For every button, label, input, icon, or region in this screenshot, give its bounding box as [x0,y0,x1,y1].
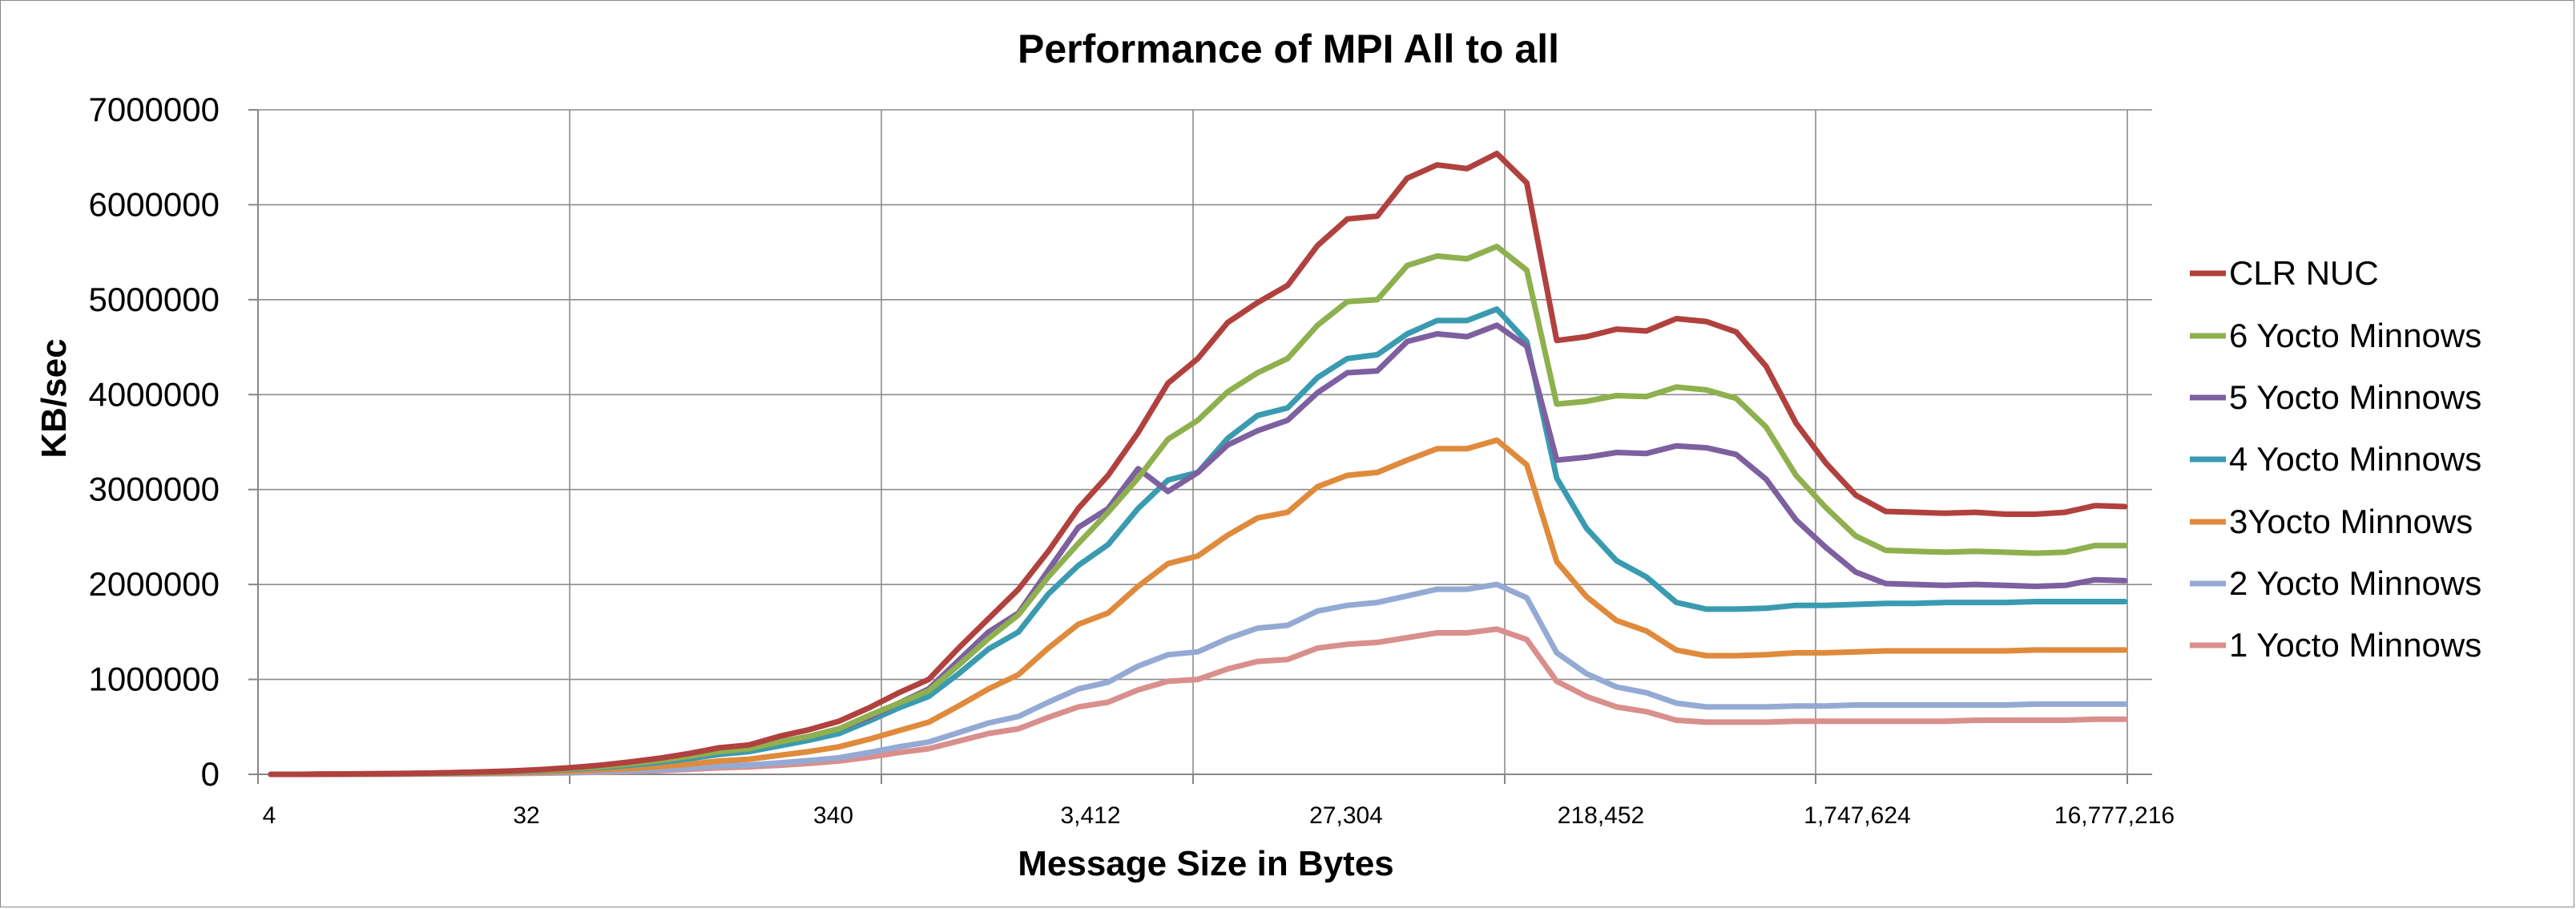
y-tick-label: 7000000 [88,91,220,128]
y-tick-label: 2000000 [88,565,220,603]
x-tick-label: 16,777,216 [2054,802,2175,829]
legend-label: 1 Yocto Minnows [2229,626,2481,664]
legend-label: CLR NUC [2229,254,2379,292]
series-lines [268,151,2128,778]
x-tick-label: 32 [513,802,539,829]
legend-label: 3Yocto Minnows [2229,503,2473,540]
x-tick-label: 1,747,624 [1804,802,1910,829]
legend-label: 5 Yocto Minnows [2229,378,2481,416]
grid [257,109,2152,775]
series-line [268,244,2128,778]
x-tick-label: 340 [813,802,853,829]
legend-label: 4 Yocto Minnows [2229,440,2481,478]
x-axis-ticks: 4 32 340 3,412 27,304 218,452 1,747,624 16,777,… [257,774,2175,829]
legend-label: 6 Yocto Minnows [2229,317,2481,354]
y-tick-label: 1000000 [88,661,220,698]
y-axis-title: KB/sec [34,338,74,458]
y-tick-label: 4000000 [88,375,220,413]
y-tick-label: 6000000 [88,185,220,223]
y-axis-ticks: 0 1000000 2000000 3000000 4000000 5000000 6000… [88,91,258,793]
x-tick-label: 3,412 [1060,802,1120,829]
x-tick-label: 218,452 [1558,802,1644,829]
y-tick-label: 0 [201,755,220,793]
y-tick-label: 3000000 [88,471,220,508]
series-line [268,151,2128,778]
chart-title: Performance of MPI All to all [1018,26,1559,71]
x-tick-label: 27,304 [1309,802,1383,829]
legend: CLR NUC 6 Yocto Minnows 5 Yocto Minnows 4 Y… [2190,254,2481,664]
y-tick-label: 5000000 [88,281,220,318]
x-tick-label: 4 [263,802,276,829]
x-axis-title: Message Size in Bytes [1018,844,1394,883]
legend-label: 2 Yocto Minnows [2229,564,2481,602]
